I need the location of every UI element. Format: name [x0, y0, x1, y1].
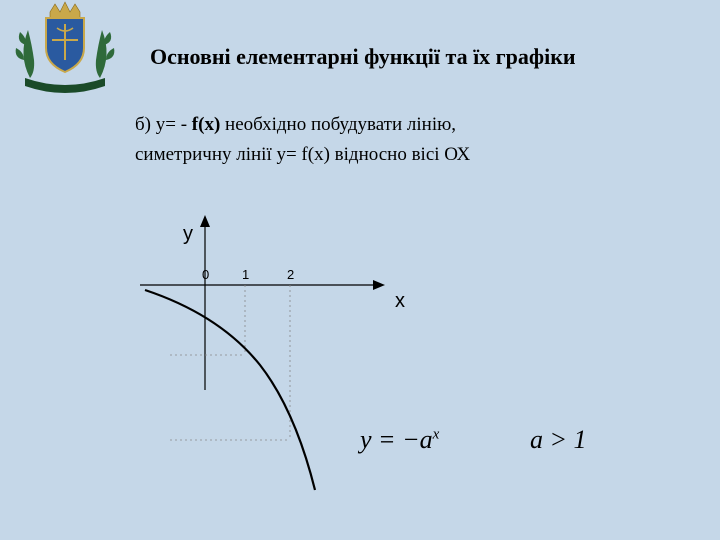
formula-condition: a > 1	[530, 425, 587, 455]
tick-label: 0	[202, 267, 209, 282]
university-crest-logo	[10, 0, 120, 100]
y-axis-label: y	[183, 223, 193, 245]
body-line1-pre: б) y= -	[135, 114, 192, 135]
formula-base: y = −a	[360, 425, 433, 454]
function-chart: 0 1 2 y x	[120, 215, 420, 510]
formula-exponent: x	[433, 426, 440, 442]
body-line-1: б) y= - f(x) необхідно побудувати лінію,	[135, 110, 655, 140]
tick-label: 1	[242, 267, 249, 282]
tick-label: 2	[287, 267, 294, 282]
body-text: б) y= - f(x) необхідно побудувати лінію,…	[135, 110, 655, 171]
body-line-2: симетричну лінії y= f(x) відносно вісі О…	[135, 140, 655, 170]
page-title: Основні елементарні функції та їх графік…	[150, 44, 576, 70]
body-line1-post: необхідно побудувати лінію,	[220, 114, 456, 135]
curve	[145, 290, 315, 490]
x-axis-label: x	[395, 290, 405, 312]
body-line1-bold: f(x)	[192, 114, 220, 135]
formula: y = −ax	[360, 425, 439, 455]
